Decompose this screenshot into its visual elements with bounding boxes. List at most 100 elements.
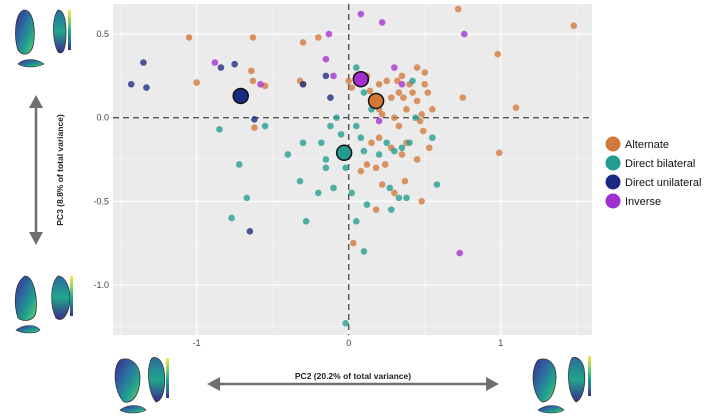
point-direct-unilateral <box>327 94 334 101</box>
point-direct-bilateral <box>342 319 349 327</box>
mean-direct-unilateral <box>232 87 249 105</box>
point-alternate <box>418 111 425 118</box>
point-direct-bilateral <box>395 194 403 202</box>
shape-thumbnail-bottom-left-x <box>114 357 169 414</box>
shape-thumbnail-bottom-left <box>14 275 73 334</box>
point-alternate <box>363 161 371 168</box>
y-tick-label: 0.5 <box>96 29 109 39</box>
point-inverse <box>257 80 264 88</box>
point-alternate <box>494 50 502 58</box>
point-direct-unilateral <box>231 60 238 68</box>
point-alternate <box>381 161 389 168</box>
shape-thumbnail-top-left <box>15 9 71 68</box>
point-direct-bilateral <box>330 184 337 192</box>
point-direct-unilateral <box>322 72 330 80</box>
point-direct-bilateral <box>322 156 330 163</box>
legend-key-direct-unilateral <box>605 174 621 190</box>
point-alternate <box>251 124 258 132</box>
point-direct-bilateral <box>387 206 395 213</box>
point-direct-bilateral <box>383 139 391 147</box>
point-inverse <box>211 59 219 66</box>
legend-label-inverse: Inverse <box>625 196 661 208</box>
point-alternate <box>375 80 383 88</box>
point-direct-bilateral <box>353 122 360 130</box>
point-direct-bilateral <box>261 122 269 130</box>
point-inverse <box>460 30 468 38</box>
point-direct-bilateral <box>284 151 292 158</box>
point-alternate <box>314 34 322 41</box>
point-alternate <box>403 106 410 113</box>
point-alternate <box>495 149 503 157</box>
point-inverse <box>325 30 333 38</box>
legend-key-alternate <box>605 136 621 152</box>
point-inverse <box>398 80 406 88</box>
point-direct-bilateral <box>243 194 251 202</box>
point-direct-unilateral <box>143 84 150 91</box>
point-direct-bilateral <box>357 134 365 142</box>
point-alternate <box>398 151 406 158</box>
point-alternate <box>368 139 375 147</box>
point-alternate <box>366 87 374 95</box>
y-tick-label: -1.0 <box>93 280 109 290</box>
point-direct-bilateral <box>386 184 394 192</box>
point-direct-bilateral <box>314 189 322 197</box>
x-axis-title: PC2 (20.2% of total variance) <box>295 371 411 381</box>
point-direct-unilateral <box>217 64 225 71</box>
point-alternate <box>378 111 386 118</box>
point-alternate <box>249 34 257 41</box>
point-direct-bilateral <box>391 147 398 155</box>
point-direct-bilateral <box>360 147 368 155</box>
legend-label-direct-bilateral: Direct bilateral <box>625 158 695 170</box>
y-tick-label: 0.0 <box>96 113 109 123</box>
point-direct-bilateral <box>337 131 345 138</box>
legend-key-inverse <box>605 193 621 209</box>
point-alternate <box>398 72 406 80</box>
point-direct-bilateral <box>235 161 243 168</box>
point-alternate <box>425 144 433 152</box>
y-axis-arrow <box>29 95 43 245</box>
group-means <box>232 70 385 162</box>
point-alternate <box>391 114 398 121</box>
point-direct-bilateral <box>363 201 371 208</box>
point-direct-bilateral <box>353 64 360 71</box>
y-axis-title: PC3 (8.8% of total variance) <box>55 114 65 226</box>
point-direct-bilateral <box>375 151 383 158</box>
point-alternate <box>349 239 357 247</box>
point-direct-bilateral <box>342 164 349 172</box>
point-direct-bilateral <box>333 114 340 121</box>
point-direct-bilateral <box>409 77 416 85</box>
point-alternate <box>418 197 425 205</box>
point-alternate <box>413 97 421 105</box>
point-alternate <box>413 64 421 71</box>
point-direct-bilateral <box>353 218 360 225</box>
point-alternate <box>424 89 432 96</box>
point-alternate <box>345 77 352 85</box>
reference-lines <box>113 4 592 335</box>
point-alternate <box>454 5 462 13</box>
point-alternate <box>401 177 409 185</box>
point-direct-bilateral <box>302 218 310 225</box>
point-direct-bilateral <box>412 114 419 121</box>
point-inverse <box>378 19 386 26</box>
point-alternate <box>413 156 421 163</box>
point-alternate <box>357 167 365 175</box>
point-direct-bilateral <box>360 248 368 255</box>
point-inverse <box>456 249 464 257</box>
point-alternate <box>416 117 424 125</box>
point-alternate <box>419 127 427 135</box>
point-direct-bilateral <box>406 139 413 147</box>
point-alternate <box>249 77 257 85</box>
point-direct-unilateral <box>251 116 258 123</box>
point-alternate <box>372 206 380 213</box>
point-alternate <box>372 164 380 172</box>
point-direct-unilateral <box>299 80 307 88</box>
point-alternate <box>459 94 467 101</box>
y-tick-label: -0.5 <box>93 196 109 206</box>
data-points <box>127 5 578 327</box>
point-alternate <box>387 94 395 101</box>
point-alternate <box>378 181 386 188</box>
point-alternate <box>348 84 356 91</box>
point-alternate <box>421 80 429 88</box>
point-alternate <box>248 67 255 75</box>
point-direct-bilateral <box>299 139 307 147</box>
